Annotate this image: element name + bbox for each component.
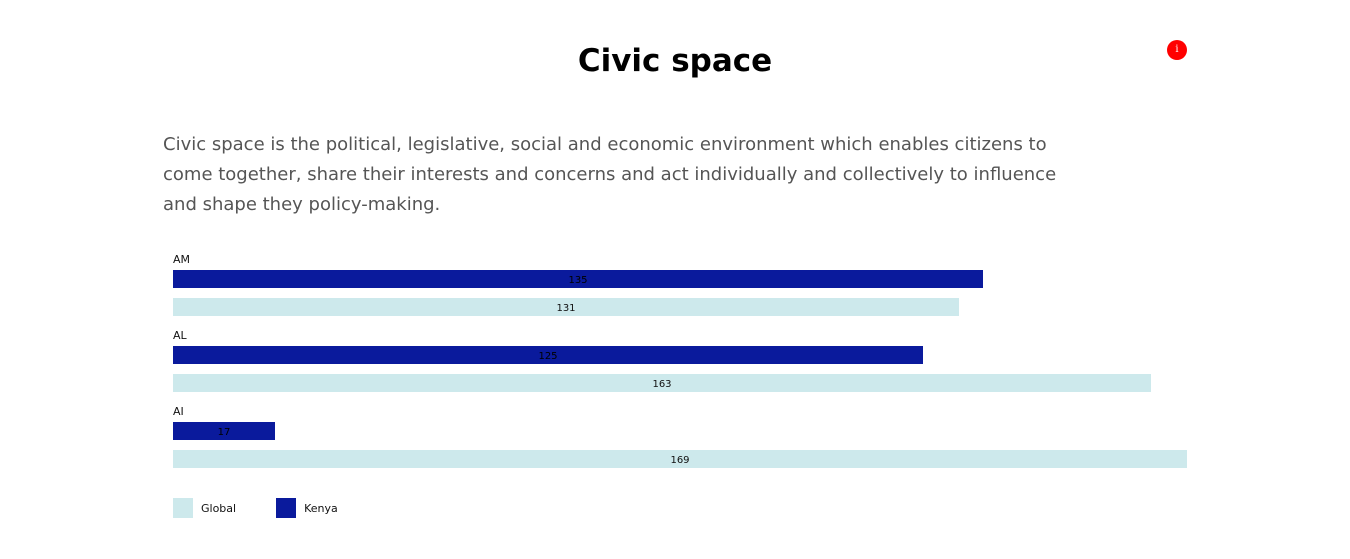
bar-global-am[interactable] bbox=[173, 298, 959, 316]
info-icon[interactable]: i bbox=[1167, 40, 1187, 60]
legend-item-global: Global bbox=[173, 498, 236, 518]
chart-legend: Global Kenya bbox=[173, 498, 378, 518]
legend-label-global: Global bbox=[201, 501, 237, 515]
bar-kenya-am[interactable] bbox=[173, 270, 983, 288]
category-label-al: AL bbox=[173, 329, 188, 342]
data-label-global-al: 163 bbox=[652, 379, 671, 390]
legend-swatch-global bbox=[173, 498, 193, 518]
legend-swatch-kenya bbox=[276, 498, 297, 518]
chart-title: Civic space bbox=[577, 43, 773, 79]
category-label-ai: AI bbox=[173, 405, 184, 418]
bar-kenya-ai[interactable] bbox=[173, 422, 275, 440]
data-label-kenya-al: 125 bbox=[538, 351, 557, 362]
data-label-global-ai: 169 bbox=[670, 455, 689, 466]
chart-description: Civic space is the political, legislativ… bbox=[163, 134, 1057, 215]
data-label-global-am: 131 bbox=[556, 303, 575, 314]
category-label-am: AM bbox=[173, 253, 190, 266]
bar-global-ai[interactable] bbox=[173, 450, 1187, 468]
bar-kenya-al[interactable] bbox=[173, 346, 923, 364]
data-label-kenya-am: 135 bbox=[568, 275, 587, 286]
legend-label-kenya: Kenya bbox=[304, 501, 338, 515]
bar-global-al[interactable] bbox=[173, 374, 1151, 392]
legend-item-kenya: Kenya bbox=[276, 498, 338, 518]
data-label-kenya-ai: 17 bbox=[218, 427, 231, 438]
